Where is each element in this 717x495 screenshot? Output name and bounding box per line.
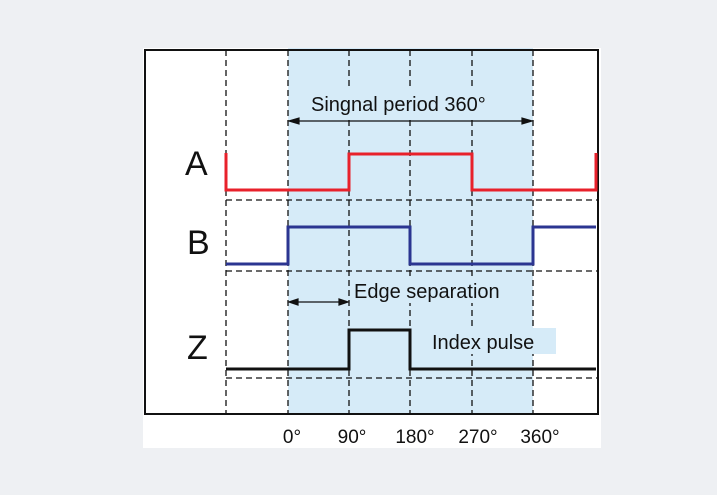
degree-tick-labels: 0° 90° 180° 270° 360° bbox=[283, 427, 560, 448]
signal-a-waveform bbox=[224, 152, 598, 192]
signal-z-waveform bbox=[226, 328, 596, 371]
signal-label-b: B bbox=[187, 224, 210, 262]
diagram-frame bbox=[144, 49, 599, 415]
tick-label-180: 180° bbox=[395, 427, 434, 448]
period-arrow bbox=[286, 117, 535, 125]
edge-label: Edge separation bbox=[354, 281, 500, 303]
edge-label-bg bbox=[351, 277, 531, 303]
signal-b-waveform bbox=[226, 225, 596, 266]
tick-label-270: 270° bbox=[458, 427, 497, 448]
index-label-bg bbox=[428, 328, 556, 354]
tick-label-360: 360° bbox=[520, 427, 559, 448]
horizontal-separators bbox=[226, 199, 598, 379]
signal-label-a: A bbox=[185, 145, 208, 183]
tick-label-0: 0° bbox=[283, 427, 301, 448]
period-label-bg bbox=[309, 89, 523, 117]
signal-label-z: Z bbox=[187, 329, 208, 367]
index-label: Index pulse bbox=[432, 332, 534, 354]
edge-separation-arrow bbox=[287, 298, 350, 306]
period-label: Singnal period 360° bbox=[311, 94, 486, 116]
tick-label-90: 90° bbox=[338, 427, 367, 448]
